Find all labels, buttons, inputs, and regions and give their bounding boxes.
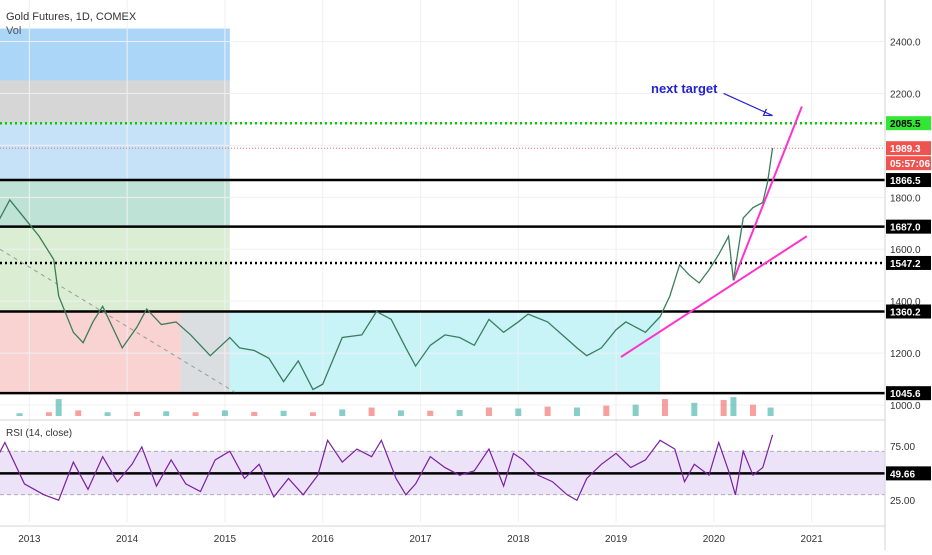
volume-bar [661, 399, 668, 416]
rsi-pane [0, 419, 932, 502]
level-tag-2085.5: 2085.5 [890, 119, 921, 130]
trendline-0[interactable] [620, 235, 808, 358]
volume-bar [720, 400, 727, 416]
trendline-2[interactable] [0, 248, 235, 393]
price-axis-bg [885, 0, 932, 550]
volume-bar [515, 408, 522, 416]
volume-bar [221, 410, 228, 416]
volume-bar [339, 409, 346, 416]
zone-rect-1 [0, 80, 230, 124]
trendlines-layer[interactable] [0, 92, 808, 393]
volume-bar [456, 409, 463, 416]
volume-bar [573, 407, 580, 416]
rsi-current-tag: 49.66 [890, 469, 915, 480]
level-tag-1687.0-bg [886, 219, 931, 234]
y-tick-label: 1800.0 [890, 193, 921, 204]
volume-bar [45, 412, 52, 416]
zone-rect-2 [0, 123, 230, 181]
level-tag-1547.2-bg [886, 255, 931, 270]
price-layer [0, 147, 885, 391]
countdown-tag-bg [886, 156, 931, 171]
x-tick-label: 2017 [409, 534, 432, 545]
volume-bar [485, 407, 492, 416]
rsi-label: RSI (14, close) [6, 428, 72, 439]
grid-layer [0, 0, 885, 522]
zone-rect-7 [229, 311, 661, 394]
x-tick-label: 2020 [703, 534, 726, 545]
volume-bar [397, 410, 404, 416]
zone-rect-3 [0, 180, 230, 227]
zone-rect-4 [0, 226, 230, 312]
target-arrow-head [762, 108, 773, 117]
y-tick-label: 1400.0 [890, 297, 921, 308]
level-tag-1547.2: 1547.2 [890, 259, 921, 270]
zone-rect-5 [0, 311, 181, 394]
zones-layer [0, 28, 661, 394]
volume-bar [280, 410, 287, 416]
volume-bar [251, 411, 258, 416]
level-tag-1866.5-bg [886, 173, 931, 188]
volume-bar [368, 407, 375, 416]
volume-bar [75, 410, 82, 416]
trendline-1[interactable] [732, 106, 803, 281]
volume-layer [16, 397, 774, 416]
level-tag-1045.6-bg [886, 386, 931, 401]
x-tick-label: 2013 [18, 534, 41, 545]
volume-bar [749, 404, 756, 416]
zone-rect-0 [0, 28, 230, 81]
next-target-annotation[interactable]: next target [651, 81, 718, 96]
level-tag-1866.5: 1866.5 [890, 176, 921, 187]
y-tick-label: 1600.0 [890, 245, 921, 256]
x-tick-label: 2016 [312, 534, 335, 545]
level-tag-1360.2: 1360.2 [890, 308, 921, 319]
volume-bar [309, 412, 316, 416]
volume-bar [427, 410, 434, 416]
volume-label: Vol [6, 25, 21, 37]
levels-layer[interactable] [0, 121, 885, 395]
last-price-tag-bg [886, 141, 931, 156]
volume-bar [192, 412, 199, 416]
rsi-tick-label: 75.00 [890, 442, 915, 453]
x-tick-label: 2019 [605, 534, 628, 545]
zone-rect-6 [180, 311, 230, 394]
level-tag-1045.6: 1045.6 [890, 389, 921, 400]
y-tick-label: 2200.0 [890, 89, 921, 100]
x-tick-label: 2018 [507, 534, 530, 545]
y-tick-label: 2400.0 [890, 38, 921, 49]
volume-bar [163, 411, 170, 416]
level-tag-1687.0: 1687.0 [890, 223, 921, 234]
y-tick-label: 1200.0 [890, 349, 921, 360]
level-tag-1360.2-bg [886, 304, 931, 319]
rsi-current-tag-bg [886, 466, 931, 481]
level-tag-2085.5-bg [886, 116, 931, 131]
volume-bar [55, 399, 62, 416]
volume-bar [133, 411, 140, 416]
volume-bar [632, 404, 639, 416]
rsi-tick-label: 25.00 [890, 496, 915, 507]
countdown-tag: 05:57:06 [890, 159, 930, 170]
last-price-tag: 1989.3 [890, 144, 921, 155]
volume-bar [104, 412, 111, 416]
price-line [0, 147, 774, 391]
x-tick-label: 2015 [214, 534, 237, 545]
x-tick-label: 2021 [801, 534, 824, 545]
y-tick-label: 1000.0 [890, 401, 921, 412]
x-tick-label: 2014 [116, 534, 139, 545]
volume-bar [730, 397, 737, 416]
volume-bar [691, 402, 698, 416]
volume-bar [603, 405, 610, 416]
symbol-title: Gold Futures, 1D, COMEX [6, 11, 137, 23]
volume-bar [544, 406, 551, 416]
target-arrow[interactable] [723, 92, 773, 117]
volume-bar [16, 413, 23, 416]
rsi-line [0, 434, 774, 502]
volume-bar [767, 407, 774, 416]
